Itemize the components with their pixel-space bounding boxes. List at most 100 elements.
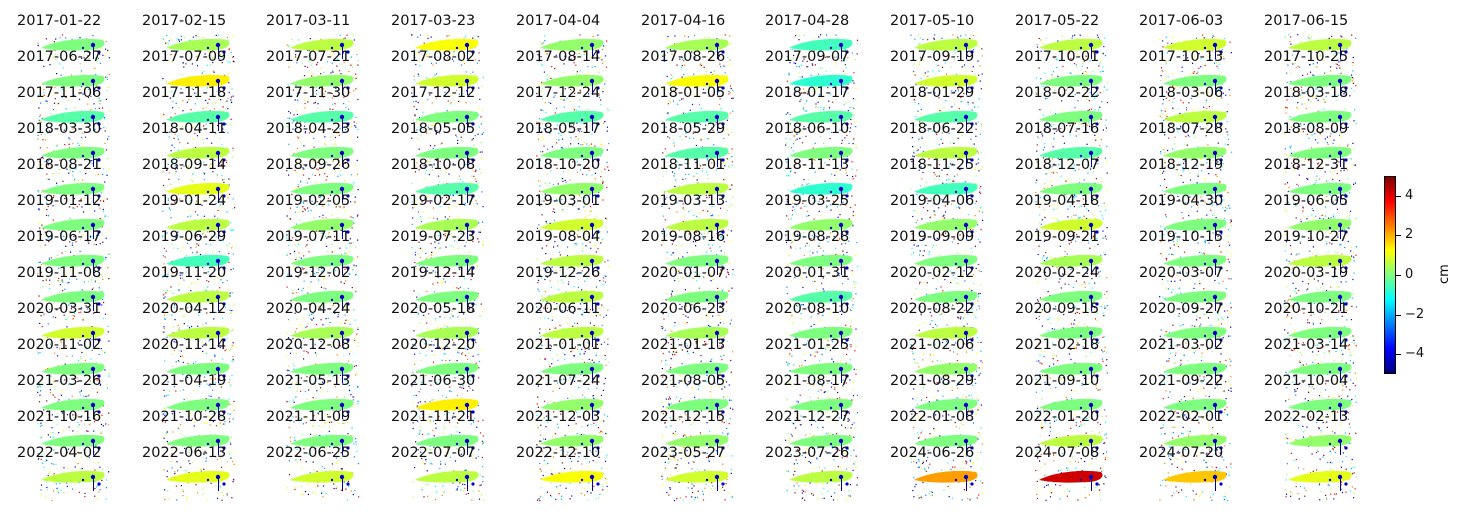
noise-pixel xyxy=(1318,56,1320,58)
noise-pixel xyxy=(309,38,311,40)
noise-pixel xyxy=(45,38,47,40)
panel: 2017-10-25 xyxy=(1262,48,1382,105)
noise-pixel xyxy=(662,175,664,177)
noise-pixel xyxy=(662,241,664,243)
noise-pixel xyxy=(1349,210,1352,212)
noise-pixel xyxy=(666,196,668,198)
noise-pixel xyxy=(1291,95,1293,98)
noise-pixel xyxy=(589,194,591,196)
noise-pixel xyxy=(802,193,804,195)
noise-pixel xyxy=(731,164,733,166)
noise-pixel xyxy=(1165,62,1167,65)
noise-pixel xyxy=(1088,242,1090,244)
noise-pixel xyxy=(1295,203,1297,205)
noise-pixel xyxy=(826,197,828,199)
noise-pixel xyxy=(199,129,201,131)
noise-pixel xyxy=(1327,157,1329,160)
noise-pixel xyxy=(953,50,955,52)
noise-pixel xyxy=(974,215,976,217)
noise-pixel xyxy=(447,232,449,234)
noise-pixel xyxy=(1338,196,1340,198)
noise-pixel xyxy=(936,133,938,135)
noise-pixel xyxy=(922,59,924,62)
noise-pixel xyxy=(180,167,182,169)
noise-pixel xyxy=(354,202,356,204)
noise-pixel xyxy=(325,201,328,203)
noise-pixel xyxy=(425,160,427,162)
noise-pixel xyxy=(1352,56,1354,59)
noise-pixel xyxy=(333,168,335,170)
noise-pixel xyxy=(166,80,168,82)
noise-pixel xyxy=(46,147,48,149)
noise-pixel xyxy=(578,106,581,108)
noise-pixel xyxy=(472,37,474,39)
noise-pixel xyxy=(824,180,826,182)
noise-pixel xyxy=(62,88,64,90)
noise-pixel xyxy=(162,115,164,117)
noise-pixel xyxy=(688,160,690,162)
noise-pixel xyxy=(445,171,447,173)
noise-pixel xyxy=(826,206,828,208)
noise-pixel xyxy=(1040,39,1042,41)
noise-pixel xyxy=(97,101,99,103)
noise-pixel xyxy=(1053,172,1055,174)
low-value-spot xyxy=(845,86,849,90)
noise-pixel xyxy=(464,62,466,65)
noise-pixel xyxy=(921,178,923,180)
noise-pixel xyxy=(420,135,422,137)
panel: 2018-06-22 xyxy=(888,120,1008,177)
noise-pixel xyxy=(339,128,341,130)
noise-pixel xyxy=(105,40,107,43)
noise-pixel xyxy=(207,231,209,233)
noise-pixel xyxy=(589,241,591,243)
noise-pixel xyxy=(662,55,664,57)
deformation-body xyxy=(789,146,853,159)
noise-pixel xyxy=(73,246,75,248)
noise-pixel xyxy=(814,64,816,66)
noise-pixel xyxy=(675,165,677,167)
noise-pixel xyxy=(1187,57,1189,59)
noise-pixel xyxy=(187,142,189,144)
panel: 2018-12-19 xyxy=(1137,156,1257,214)
noise-pixel xyxy=(460,233,462,235)
noise-pixel xyxy=(913,210,915,212)
displacement-map xyxy=(536,106,609,141)
noise-pixel xyxy=(317,61,319,64)
noise-pixel xyxy=(541,131,543,133)
low-value-spot xyxy=(222,194,226,198)
low-value-spot xyxy=(346,122,350,126)
noise-pixel xyxy=(719,98,721,100)
noise-pixel xyxy=(170,217,172,219)
noise-pixel xyxy=(799,88,801,90)
noise-pixel xyxy=(922,232,925,234)
noise-pixel xyxy=(322,205,324,207)
noise-pixel xyxy=(1037,231,1039,233)
noise-pixel xyxy=(1185,54,1187,56)
noise-pixel xyxy=(1095,84,1097,86)
noise-pixel xyxy=(841,60,843,62)
noise-pixel xyxy=(536,155,538,157)
noise-pixel xyxy=(727,218,729,220)
panel: 2017-07-09 xyxy=(140,48,260,105)
noise-pixel xyxy=(348,242,350,244)
noise-pixel xyxy=(541,98,544,100)
noise-pixel xyxy=(979,133,981,135)
noise-pixel xyxy=(314,174,316,176)
noise-pixel xyxy=(852,211,854,213)
noise-pixel xyxy=(927,130,930,132)
noise-pixel xyxy=(47,230,49,232)
low-value-spot xyxy=(206,46,210,50)
low-value-spot xyxy=(596,194,600,198)
noise-pixel xyxy=(1090,238,1092,240)
low-value-spot xyxy=(1079,190,1083,194)
noise-pixel xyxy=(726,209,728,211)
noise-pixel xyxy=(919,90,921,92)
noise-pixel xyxy=(52,57,54,59)
noise-pixel xyxy=(305,164,307,166)
panel-date: 2018-10-20 xyxy=(516,157,601,173)
noise-pixel xyxy=(230,100,233,103)
noise-pixel xyxy=(1326,195,1328,198)
noise-pixel xyxy=(1331,35,1333,38)
noise-pixel xyxy=(915,211,917,213)
noise-pixel xyxy=(682,98,684,100)
